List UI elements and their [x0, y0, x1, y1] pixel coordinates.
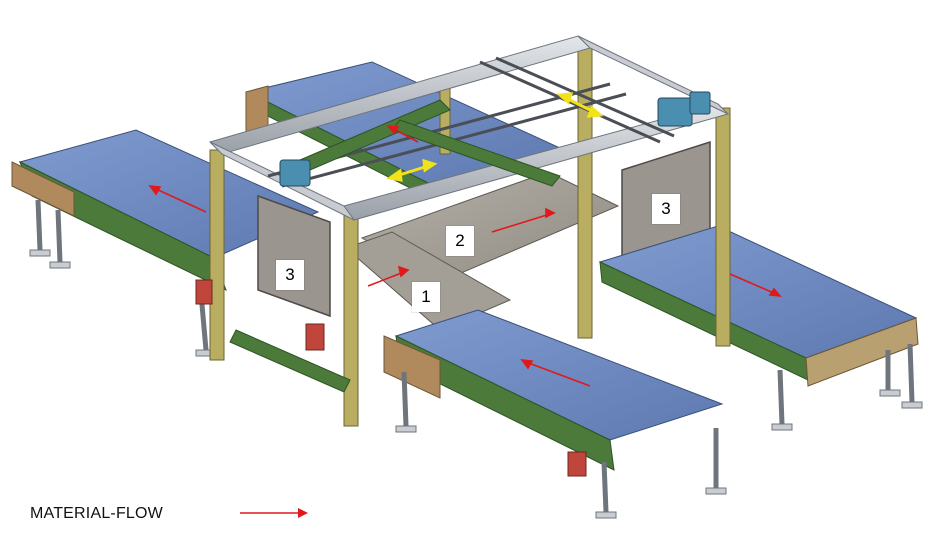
callout-pusher-right: 3: [652, 194, 680, 224]
right-conveyor-legs: [777, 343, 915, 425]
material-flow-arrows: [148, 125, 782, 387]
motor-icon: [689, 91, 711, 115]
front-conveyor-end-cap: [383, 335, 441, 399]
front-conveyor-feet: [395, 425, 727, 519]
transfer-zone: [257, 140, 711, 331]
left-pusher-plate: [257, 194, 331, 318]
double-arrow-icon: [386, 158, 438, 182]
gantry-frame: [209, 35, 731, 427]
flow-arrow-zone-2: [491, 207, 556, 233]
left-conveyor-end-cap: [11, 161, 75, 217]
flow-arrow-right: [729, 273, 782, 297]
gantry-posts: [209, 47, 731, 427]
back-conveyor-end-cap: [245, 85, 269, 133]
callout-pusher-left: 3: [276, 260, 304, 290]
motor-icon: [279, 159, 311, 187]
left-conveyor-feet: [29, 249, 217, 357]
flow-arrow-left: [148, 185, 207, 213]
flow-arrow-back: [386, 125, 419, 143]
motor-icon: [657, 97, 693, 127]
front-conveyor-legs: [401, 371, 719, 513]
double-arrow-icon: [556, 92, 604, 118]
legend-flow-arrow-icon: [240, 508, 308, 518]
callout-transfer-cart: 1: [412, 282, 440, 312]
flow-arrow-zone-1: [367, 265, 410, 287]
flow-arrow-front: [520, 359, 591, 387]
right-conveyor: [598, 225, 923, 431]
shuttle-travel-arrows: [386, 92, 604, 182]
right-conveyor-end-cap: [805, 317, 919, 387]
gearboxes: [195, 279, 587, 477]
legend-label: MATERIAL-FLOW: [30, 505, 163, 522]
left-conveyor: [11, 129, 320, 357]
transfer-platform-lower: [345, 231, 512, 331]
drive-motors: [279, 91, 711, 187]
front-conveyor: [383, 309, 727, 519]
callout-buffer-zone: 2: [446, 226, 474, 256]
right-conveyor-feet: [771, 389, 923, 431]
